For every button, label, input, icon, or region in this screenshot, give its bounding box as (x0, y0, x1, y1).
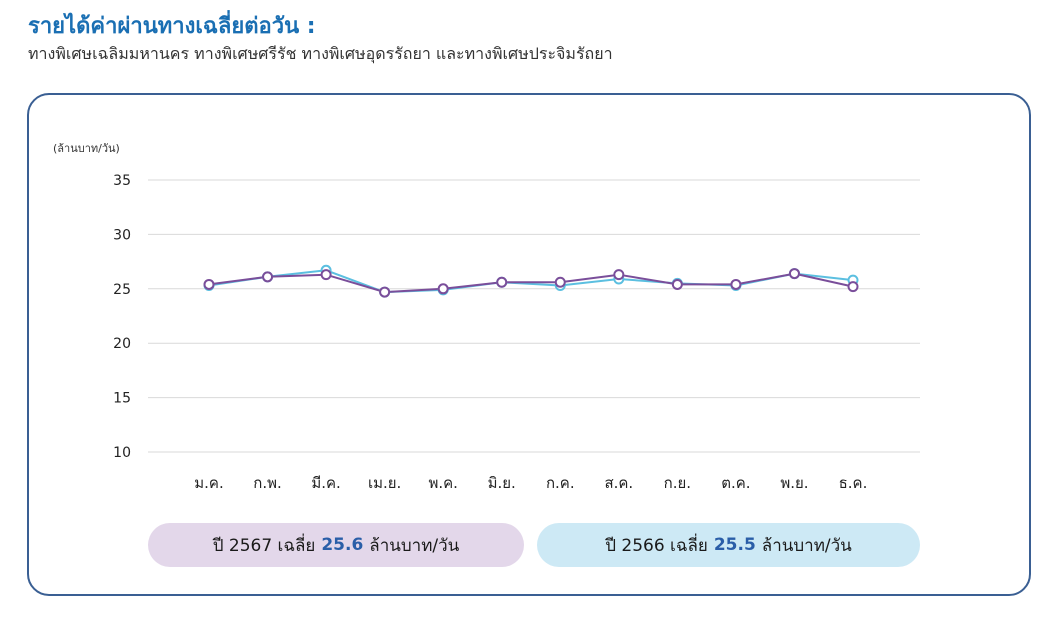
x-tick-label: ม.ค. (194, 474, 223, 492)
x-tick-label: ธ.ค. (839, 474, 868, 492)
page-subtitle: ทางพิเศษเฉลิมมหานคร ทางพิเศษศรีรัช ทางพิ… (28, 44, 613, 63)
y-tick-label: 20 (113, 336, 131, 352)
y-tick-label: 25 (113, 282, 131, 298)
series-points (203, 264, 859, 298)
x-tick-label: ก.พ. (253, 474, 282, 492)
x-tick-label: ส.ค. (604, 474, 633, 492)
x-tick-label: ก.ย. (664, 474, 691, 492)
summary-2567-prefix: ปี 2567 เฉลี่ย (212, 535, 316, 556)
data-point-y2567 (613, 269, 625, 281)
summary-badge-2566: ปี 2566 เฉลี่ย 25.5 ล้านบาท/วัน (537, 523, 920, 567)
summary-2566-prefix: ปี 2566 เฉลี่ย (605, 535, 708, 556)
y-tick-label: 10 (113, 445, 131, 461)
y-tick-label: 30 (113, 227, 131, 243)
data-point-y2567 (262, 271, 274, 283)
x-tick-label: พ.ย. (780, 474, 808, 492)
y-tick-label: 35 (113, 173, 131, 189)
data-point-y2567 (320, 269, 332, 281)
summary-2567-unit: ล้านบาท/วัน (369, 535, 460, 556)
summary-2566-value: 25.5 (713, 535, 756, 555)
summary-2567-value: 25.6 (321, 535, 364, 555)
data-point-y2567 (379, 286, 391, 298)
data-point-y2567 (437, 283, 449, 295)
data-point-y2567 (847, 281, 859, 293)
x-tick-labels: ม.ค. ก.พ. มี.ค. เม.ย. พ.ค. มิ.ย. ก.ค. ส.ค. ก.ย. ต… (194, 474, 867, 492)
y-tick-labels: 35 30 25 20 15 10 (113, 173, 131, 461)
y-tick-label: 15 (113, 391, 131, 407)
grid-lines (148, 179, 920, 453)
data-point-y2567 (203, 278, 215, 290)
data-point-y2567 (730, 278, 742, 290)
data-point-y2567 (554, 276, 566, 288)
series-line-y2567 (208, 272, 854, 294)
x-tick-label: มี.ค. (311, 474, 340, 492)
x-tick-label: ก.ค. (546, 474, 575, 492)
data-point-y2567 (496, 276, 508, 288)
x-tick-label: พ.ค. (428, 474, 457, 492)
summary-badge-2567: ปี 2567 เฉลี่ย 25.6 ล้านบาท/วัน (148, 523, 524, 567)
series-lines (208, 269, 854, 294)
y-axis-label: (ล้านบาท/วัน) (53, 142, 120, 155)
summary-2566-unit: ล้านบาท/วัน (761, 535, 852, 556)
chart-panel (27, 93, 1031, 596)
x-tick-label: เม.ย. (368, 474, 401, 492)
x-tick-label: ต.ค. (721, 474, 750, 492)
page-title: รายได้ค่าผ่านทางเฉลี่ยต่อวัน : (28, 14, 316, 39)
data-point-y2567 (788, 268, 800, 280)
x-tick-label: มิ.ย. (488, 474, 516, 492)
data-point-y2567 (671, 278, 683, 290)
